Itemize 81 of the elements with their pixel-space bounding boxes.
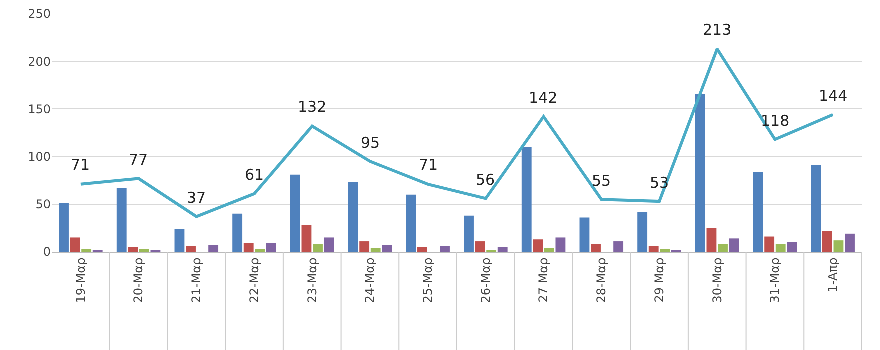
bar [533, 240, 544, 252]
bar [324, 238, 334, 252]
bar [348, 182, 358, 252]
data-label: 213 [703, 21, 732, 39]
y-tick-label: 100 [28, 150, 51, 164]
bar [580, 218, 590, 252]
data-label: 71 [419, 156, 438, 174]
bar [208, 245, 219, 252]
x-tick-label: 24-Μαρ [363, 258, 378, 304]
bar [232, 214, 243, 252]
bar [59, 203, 69, 252]
data-label: 144 [819, 87, 848, 105]
bar [290, 174, 300, 252]
bar [139, 249, 150, 252]
bar [82, 249, 92, 252]
data-label: 56 [476, 171, 496, 189]
x-tick-label: 25-Μαρ [420, 258, 435, 304]
bar [370, 248, 381, 252]
bar [174, 229, 185, 252]
data-label: 77 [129, 151, 148, 169]
bar [845, 234, 855, 252]
bar [70, 238, 80, 252]
y-tick-label: 200 [28, 54, 51, 69]
bar [811, 165, 822, 252]
y-tick-label: 250 [28, 7, 51, 22]
bar [729, 238, 740, 252]
bar [266, 243, 276, 252]
bar [753, 172, 764, 252]
x-tick-label: 1-Απρ [826, 258, 840, 293]
bar [648, 246, 659, 252]
bar [186, 246, 196, 252]
bar [764, 236, 775, 252]
y-tick-label: 150 [28, 102, 51, 116]
x-tick-label: 27 Μαρ [536, 258, 551, 303]
data-label: 61 [245, 166, 264, 184]
bar [787, 242, 798, 252]
bar [591, 244, 601, 252]
x-tick-label: 30-Μαρ [710, 258, 724, 304]
x-tick-label: 31-Μαρ [768, 258, 782, 304]
bar [313, 244, 323, 252]
data-label: 55 [592, 172, 612, 190]
bar [776, 244, 786, 252]
bar [464, 216, 474, 252]
data-label: 132 [298, 98, 327, 116]
x-tick-label: 29 Μαρ [652, 258, 666, 303]
data-label: 71 [71, 156, 90, 174]
bar [406, 194, 416, 252]
bar [498, 247, 508, 252]
y-tick-label: 0 [43, 245, 51, 260]
x-tick-label: 23-Μαρ [305, 258, 320, 304]
bar [244, 243, 254, 252]
data-label: 95 [361, 134, 380, 152]
bar [475, 242, 486, 252]
x-tick-label: 19-Μαρ [74, 258, 88, 304]
bar [522, 147, 532, 252]
bar [822, 231, 832, 252]
bar [128, 247, 138, 252]
bar [116, 188, 127, 252]
bar [382, 245, 392, 252]
bar [834, 240, 844, 252]
x-tick-label: 28-Μαρ [594, 258, 609, 304]
bar [360, 242, 370, 252]
bar [255, 249, 266, 252]
bar [638, 212, 648, 252]
bar [544, 248, 554, 252]
bar [695, 94, 706, 252]
bar [440, 246, 450, 252]
bar [302, 225, 312, 252]
bar [660, 249, 670, 252]
x-tick-label: 21-Μαρ [190, 258, 204, 304]
bar [417, 247, 428, 252]
x-tick-label: 22-Μαρ [247, 258, 262, 304]
y-tick-label: 50 [36, 198, 51, 212]
data-label: 142 [529, 89, 558, 107]
x-tick-label: 26-Μαρ [478, 258, 493, 304]
bar [614, 242, 624, 252]
bar [706, 228, 717, 252]
bar [556, 238, 566, 252]
data-label: 37 [187, 189, 206, 207]
bar [718, 244, 728, 252]
x-tick-label: 20-Μαρ [132, 258, 146, 304]
